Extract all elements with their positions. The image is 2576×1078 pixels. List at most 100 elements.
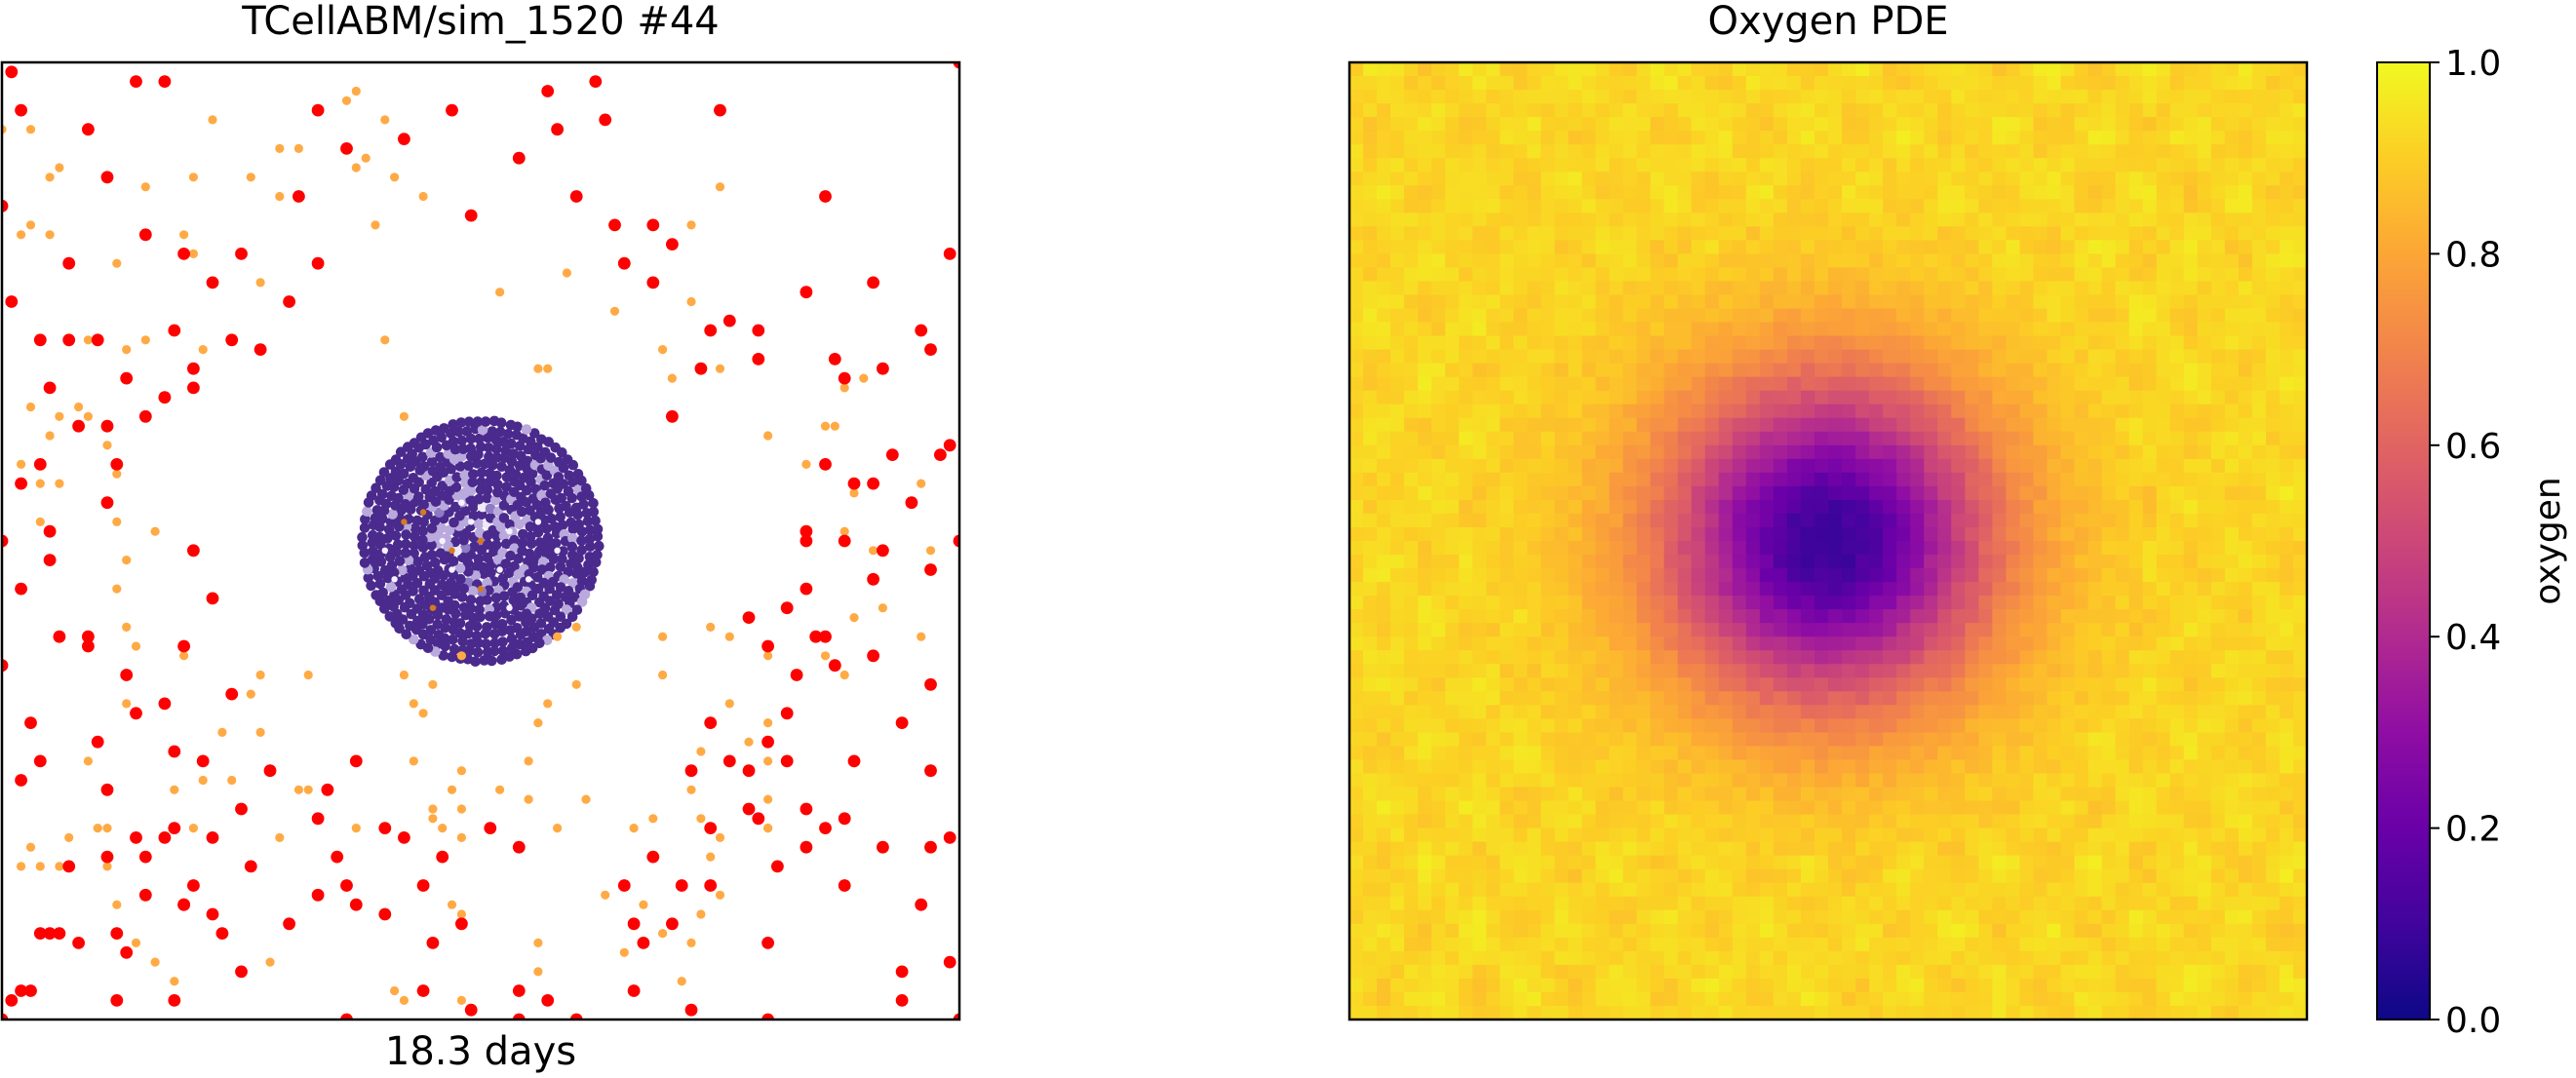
tcell-marker-red — [177, 248, 191, 260]
tcell-marker-red — [953, 534, 959, 548]
tcell-marker-orange — [112, 900, 122, 909]
tumor-cell — [557, 520, 568, 531]
tcell-marker-orange — [198, 775, 208, 786]
tumor-cell — [483, 443, 494, 453]
tcell-marker-red — [464, 209, 478, 222]
tcell-marker-orange — [801, 459, 811, 469]
tcell-marker-orange — [55, 163, 64, 173]
tumor-cell — [528, 622, 540, 633]
tumor-cell — [437, 481, 449, 491]
tcell-marker-orange — [715, 182, 725, 192]
tumor-cell — [379, 603, 390, 614]
tumor-cell — [477, 424, 488, 436]
tcell-marker-orange — [25, 125, 36, 135]
tumor-cell — [457, 443, 469, 455]
tumor-cell — [543, 504, 554, 516]
tcell-marker-orange — [715, 364, 725, 373]
tcell-marker-red — [617, 879, 631, 892]
tumor-cell — [584, 533, 596, 545]
tumor-cell — [585, 541, 596, 552]
tcell-marker-red — [130, 75, 142, 88]
tcell-marker-orange — [494, 288, 505, 297]
tcell-marker-orange — [188, 824, 198, 833]
tcell-marker-orange — [706, 622, 716, 633]
tcell-marker-red — [82, 123, 95, 136]
tcell-marker-red — [455, 917, 468, 931]
tumor-cell — [566, 611, 578, 623]
tumor-cell — [366, 490, 377, 501]
tumor-cell — [439, 423, 449, 434]
tcell-marker-red — [331, 850, 344, 864]
tcell-marker-red — [742, 764, 756, 778]
tumor-cell — [555, 611, 566, 622]
tumor-cell — [490, 593, 502, 603]
tumor-cell — [357, 531, 368, 543]
tcell-marker-orange — [456, 832, 466, 843]
tcell-marker-red — [714, 103, 726, 117]
tcell-marker-orange — [658, 670, 668, 680]
tcell-marker-orange — [150, 957, 160, 967]
tumor-cell — [557, 447, 567, 458]
tcell-marker-red — [398, 133, 410, 146]
tumor-cell — [572, 509, 583, 520]
tcell-marker-red — [33, 927, 47, 940]
tumor-cell — [505, 625, 516, 635]
tumor-core-marker — [458, 499, 465, 506]
tumor-cell — [528, 428, 540, 439]
tcell-marker-orange — [188, 249, 198, 258]
tumor-cell — [384, 611, 396, 622]
tcell-marker-red — [340, 142, 353, 155]
tumor-cell — [484, 611, 495, 622]
tumor-cell — [424, 578, 436, 590]
tcell-marker-orange — [533, 718, 543, 728]
colorbar-tick-label: 0.6 — [2445, 427, 2501, 467]
tcell-marker-orange — [17, 862, 26, 871]
tumor-cell — [368, 546, 378, 557]
tumor-cell — [524, 548, 535, 559]
tcell-marker-red — [924, 764, 937, 778]
tumor-cell — [398, 468, 410, 480]
tcell-marker-red — [828, 353, 841, 366]
tcell-marker-orange — [25, 402, 36, 412]
tumor-cell — [371, 590, 382, 600]
tcell-marker-red — [91, 735, 104, 749]
tcell-marker-red — [2, 1013, 9, 1020]
tumor-cell — [507, 587, 518, 597]
tumor-cell — [467, 586, 479, 597]
tumor-cell — [545, 561, 556, 573]
tumor-cell — [590, 557, 602, 568]
tcell-marker-red — [82, 639, 95, 653]
tumor-cell — [385, 582, 397, 593]
tcell-marker-orange — [83, 411, 93, 421]
left-axes-frame — [0, 60, 961, 1021]
tumor-core-marker — [525, 576, 532, 583]
tcell-marker-red — [321, 783, 334, 796]
tumor-core-marker — [534, 519, 542, 525]
tumor-cell — [372, 570, 384, 582]
tumor-cell — [425, 635, 437, 645]
tumor-cell — [397, 564, 408, 576]
tcell-marker-red — [62, 256, 76, 270]
tumor-cell — [558, 479, 569, 489]
tumor-cell — [541, 523, 552, 534]
tumor-cell — [362, 506, 372, 517]
tcell-marker-red — [551, 123, 564, 136]
tcell-marker-red — [885, 448, 899, 461]
tcell-marker-orange — [658, 929, 668, 939]
tcell-marker-red — [138, 409, 152, 423]
tumor-core-marker — [477, 537, 485, 545]
tcell-marker-red — [206, 907, 219, 921]
tumor-cell — [544, 583, 555, 595]
tumor-cell — [382, 533, 393, 544]
tumor-cell — [475, 442, 487, 452]
tumor-cell — [433, 630, 445, 640]
tcell-marker-orange — [179, 230, 189, 240]
tcell-marker-red — [15, 582, 27, 596]
tcell-marker-red — [24, 716, 37, 729]
tumor-cell — [576, 575, 588, 587]
tcell-marker-red — [464, 1003, 478, 1017]
tumor-cell — [496, 461, 507, 473]
tumor-cell — [536, 564, 548, 575]
tumor-cell — [534, 608, 545, 619]
tcell-marker-orange — [25, 842, 36, 852]
